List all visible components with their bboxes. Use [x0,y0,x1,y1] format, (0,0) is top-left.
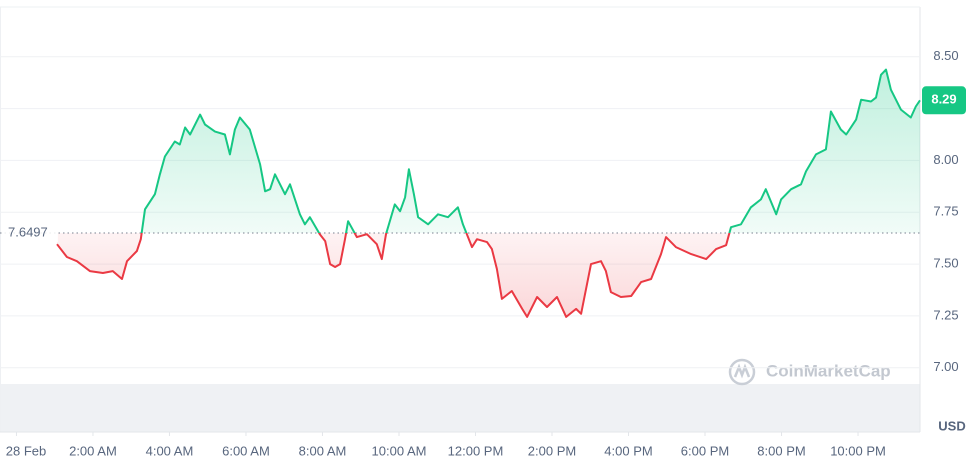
price-line [56,68,921,318]
current-price-label: 8.29 [931,92,956,107]
y-tick-label: 8.50 [933,48,958,63]
y-tick-label: 7.75 [933,204,958,219]
x-tick-label: 2:00 AM [69,443,117,458]
watermark-logo [728,358,756,386]
x-tick-label: 10:00 PM [830,443,886,458]
baseline-tag-bg [2,224,58,243]
x-tick-label: 12:00 PM [448,443,504,458]
area [56,69,920,317]
x-tick-label: 28 Feb [6,443,46,458]
x-tick-label: 6:00 PM [681,443,729,458]
x-tick-label: 10:00 AM [372,443,427,458]
x-tick-label: 2:00 PM [528,443,576,458]
x-tick-label: 4:00 AM [146,443,194,458]
y-tick-label: 7.00 [933,359,958,374]
x-tick-label: 4:00 PM [604,443,652,458]
watermark: CoinMarketCap [766,361,891,380]
x-tick-label: 6:00 AM [222,443,270,458]
current-price-tag [922,86,966,115]
y-tick-label: 7.50 [933,256,958,271]
y-tick-label: 8.00 [933,152,958,167]
x-tick-label: 8:00 AM [299,443,347,458]
volume-backdrop [0,384,920,432]
baseline-label: 7.6497 [8,224,48,239]
y-axis-label: USD [938,418,965,433]
x-tick-label: 8:00 PM [757,443,805,458]
y-tick-label: 7.25 [933,307,958,322]
